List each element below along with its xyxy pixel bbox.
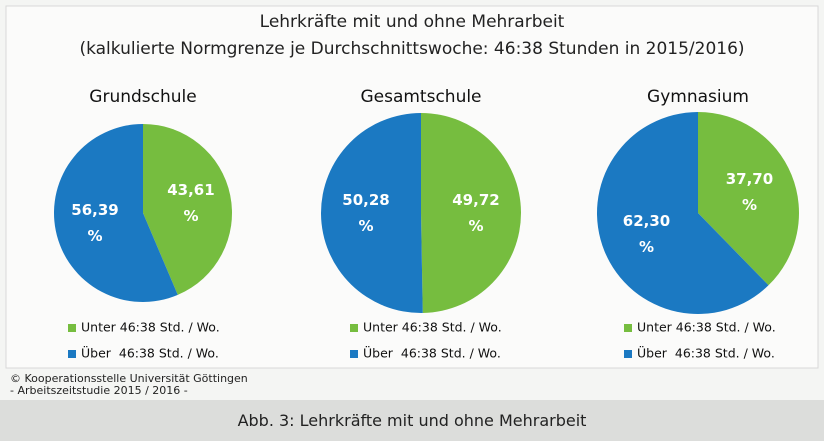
pie-title: Gesamtschule [360, 87, 481, 107]
value-label: 49,72 % [452, 190, 500, 235]
pie-slice [596, 112, 769, 315]
chart: Lehrkräfte mit und ohne Mehrarbeit (kalk… [5, 5, 819, 397]
pie-slice [54, 124, 178, 302]
legend-label: Unter 46:38 Std. / Wo. [81, 320, 220, 335]
chart-subtitle: (kalkulierte Normgrenze je Durchschnitts… [79, 39, 744, 59]
legend-swatch [350, 324, 358, 332]
legend-swatch [68, 324, 76, 332]
credit: © Kooperationsstelle Universität Götting… [10, 372, 248, 385]
legend-swatch [350, 350, 358, 358]
value-label: 62,30 % [622, 211, 671, 256]
value-label: 50,28 % [342, 191, 390, 236]
pie-title: Grundschule [89, 87, 196, 107]
legend-label: Über 46:38 Std. / Wo. [363, 345, 501, 361]
pie-slice [698, 112, 799, 286]
value-label: 56,39 % [71, 200, 119, 245]
legend-swatch [68, 350, 76, 358]
legend-label: Unter 46:38 Std. / Wo. [637, 320, 776, 335]
caption: Abb. 3: Lehrkräfte mit und ohne Mehrarbe… [0, 400, 824, 441]
pie-slice [320, 113, 423, 314]
legend-label: Unter 46:38 Std. / Wo. [363, 320, 502, 335]
chart-title: Lehrkräfte mit und ohne Mehrarbeit [260, 12, 565, 32]
legend-swatch [624, 350, 632, 358]
legend-label: Über 46:38 Std. / Wo. [81, 345, 219, 361]
value-label: 43,61 % [167, 181, 215, 226]
legend-label: Über 46:38 Std. / Wo. [637, 345, 775, 361]
pie-slice [421, 113, 521, 313]
legend-swatch [624, 324, 632, 332]
pie-title: Gymnasium [647, 87, 749, 107]
value-label: 37,70 % [725, 170, 774, 215]
pie-slice [143, 124, 233, 295]
credit: - Arbeitszeitstudie 2015 / 2016 - [10, 384, 188, 397]
